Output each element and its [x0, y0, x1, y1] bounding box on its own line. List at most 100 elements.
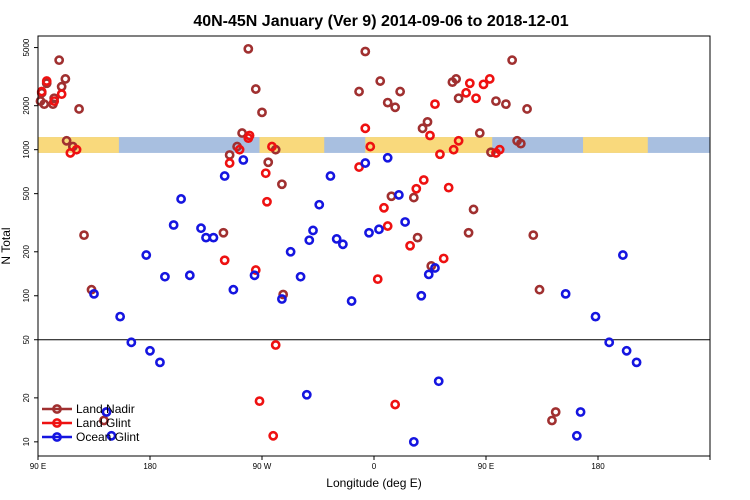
x-axis-label: Longitude (deg E): [326, 476, 421, 490]
x-tick-label: 180: [591, 462, 605, 471]
data-point: [268, 430, 279, 441]
data-point: [257, 107, 267, 118]
data-point: [382, 152, 393, 163]
data-point: [379, 202, 389, 213]
data-point: [405, 240, 415, 251]
data-point: [277, 294, 287, 304]
data-point: [430, 263, 440, 273]
data-point: [423, 269, 434, 280]
data-point: [372, 274, 383, 285]
data-point: [49, 96, 60, 107]
data-point: [106, 430, 117, 441]
y-tick-label: 2000: [22, 96, 31, 114]
data-point: [386, 191, 397, 202]
y-tick-label: 50: [22, 335, 31, 344]
data-point: [360, 123, 371, 134]
data-point: [314, 199, 325, 210]
data-point: [263, 157, 274, 168]
y-axis: 10 20 50 100 200 500 1000 2000 5000: [22, 38, 38, 446]
data-point: [219, 255, 230, 266]
data-point: [218, 227, 229, 238]
data-point: [267, 141, 277, 152]
data-point: [168, 220, 179, 230]
data-point: [176, 194, 187, 204]
data-point: [507, 55, 518, 66]
data-point: [254, 396, 265, 407]
data-point: [285, 246, 296, 257]
y-tick-label: 500: [22, 186, 31, 200]
data-point: [196, 223, 206, 234]
data-point: [416, 290, 427, 301]
data-point: [461, 87, 471, 98]
x-tick-label: 90 E: [30, 462, 46, 471]
y-axis-label: N Total: [0, 227, 13, 264]
data-point: [141, 250, 152, 260]
data-point: [390, 102, 401, 113]
data-point: [468, 204, 479, 215]
data-point: [304, 235, 315, 246]
data-point: [494, 144, 505, 155]
data-point: [412, 232, 423, 243]
data-point: [575, 407, 586, 417]
data-point: [443, 182, 454, 193]
data-point: [74, 104, 84, 114]
data-point: [571, 430, 582, 441]
data-point: [464, 78, 475, 89]
data-point: [60, 74, 71, 84]
y-tick-label: 1000: [22, 140, 31, 158]
data-point: [260, 168, 271, 179]
data-point: [438, 253, 449, 264]
y-tick-label: 20: [22, 393, 31, 402]
data-point: [484, 74, 495, 84]
data-point: [448, 144, 459, 155]
data-point: [604, 337, 615, 348]
data-point: [262, 196, 272, 207]
data-point: [390, 399, 401, 410]
data-point: [234, 144, 245, 155]
data-point: [201, 232, 211, 243]
data-point: [491, 96, 501, 107]
series-1: [36, 74, 505, 441]
data-point: [451, 74, 462, 84]
data-point: [550, 407, 561, 417]
data-point: [354, 86, 364, 97]
data-point: [528, 230, 539, 241]
x-tick-label: 90 E: [478, 462, 494, 471]
y-tick-label: 10: [22, 437, 31, 446]
data-point: [278, 289, 289, 300]
data-point: [617, 250, 628, 260]
data-point: [56, 81, 67, 92]
data-point: [101, 407, 112, 417]
data-point: [155, 357, 165, 368]
data-point: [99, 415, 109, 426]
data-point: [115, 311, 126, 322]
data-point: [522, 104, 532, 114]
data-point: [374, 224, 384, 235]
data-point: [56, 89, 67, 100]
data-point: [590, 311, 601, 322]
data-point: [453, 135, 464, 146]
data-point: [270, 340, 281, 350]
data-point: [621, 345, 632, 356]
x-tick-label: 90 W: [253, 462, 272, 471]
data-point: [250, 265, 261, 275]
data-point: [89, 288, 99, 299]
data-point: [331, 234, 342, 244]
y-tick-label: 100: [22, 289, 31, 303]
data-point: [515, 138, 526, 149]
data-point: [435, 149, 445, 160]
data-point: [243, 43, 254, 54]
legend-label: Land Glint: [76, 416, 131, 430]
data-point: [433, 376, 444, 387]
data-point: [224, 158, 235, 168]
data-point: [631, 357, 642, 368]
data-point: [408, 192, 419, 203]
y-tick-label: 200: [22, 245, 31, 259]
data-point: [360, 46, 371, 57]
data-point: [54, 55, 65, 66]
data-point: [39, 99, 50, 110]
data-point: [430, 99, 440, 110]
legend-label: Land Nadir: [76, 402, 135, 416]
data-point: [228, 284, 239, 295]
